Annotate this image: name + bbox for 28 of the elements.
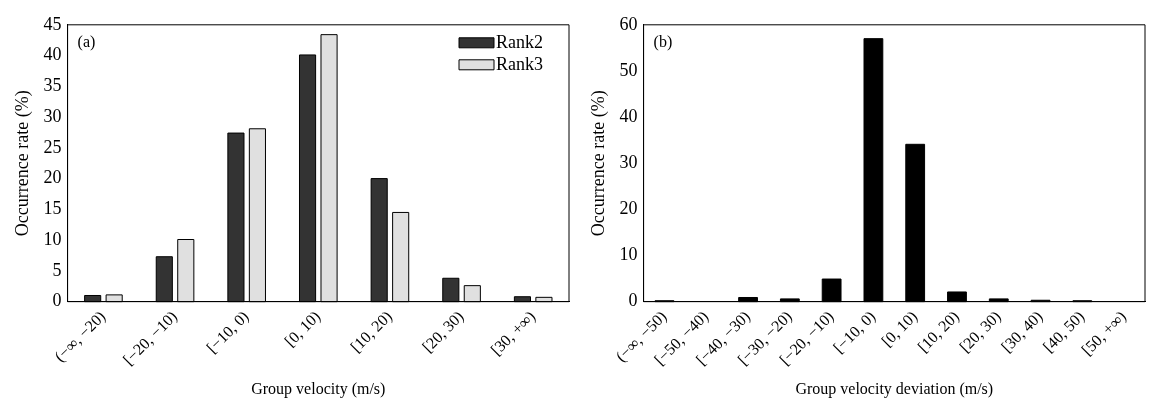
y-tick-label: 40 [619,105,638,126]
x-axis-title: Group velocity deviation (m/s) [795,379,994,398]
x-tick-label: [30, +∞) [487,307,539,360]
y-tick-label: 50 [619,59,638,80]
y-axis-title: Occurrence rate (%) [587,90,609,237]
legend-label: Rank3 [496,53,543,74]
x-tick-label: [10, 20) [347,307,396,357]
annotation: (a) [77,33,96,51]
y-tick-label: 25 [43,136,62,157]
y-tick-label: 30 [619,151,638,172]
y-tick-label: 10 [619,244,638,265]
y-tick-label: 0 [628,290,638,311]
y-tick-label: 20 [43,167,62,188]
x-axis-title: Group velocity (m/s) [251,379,386,398]
y-tick-label: 10 [43,228,62,249]
y-tick-label: 40 [43,44,62,65]
y-tick-label: 5 [52,259,62,280]
legend-label: Rank2 [496,31,543,52]
x-tick-label: [20, 30) [418,307,468,357]
annotation: (b) [653,33,673,51]
y-tick-label: 35 [43,75,62,96]
y-tick-label: 60 [619,13,638,34]
y-tick-label: 15 [43,198,62,219]
y-tick-label: 20 [619,198,638,219]
x-tick-label: [0, 10) [281,307,325,351]
y-tick-label: 45 [43,13,62,34]
y-axis-title: Occurrence rate (%) [11,90,33,237]
y-tick-label: 30 [43,105,62,126]
